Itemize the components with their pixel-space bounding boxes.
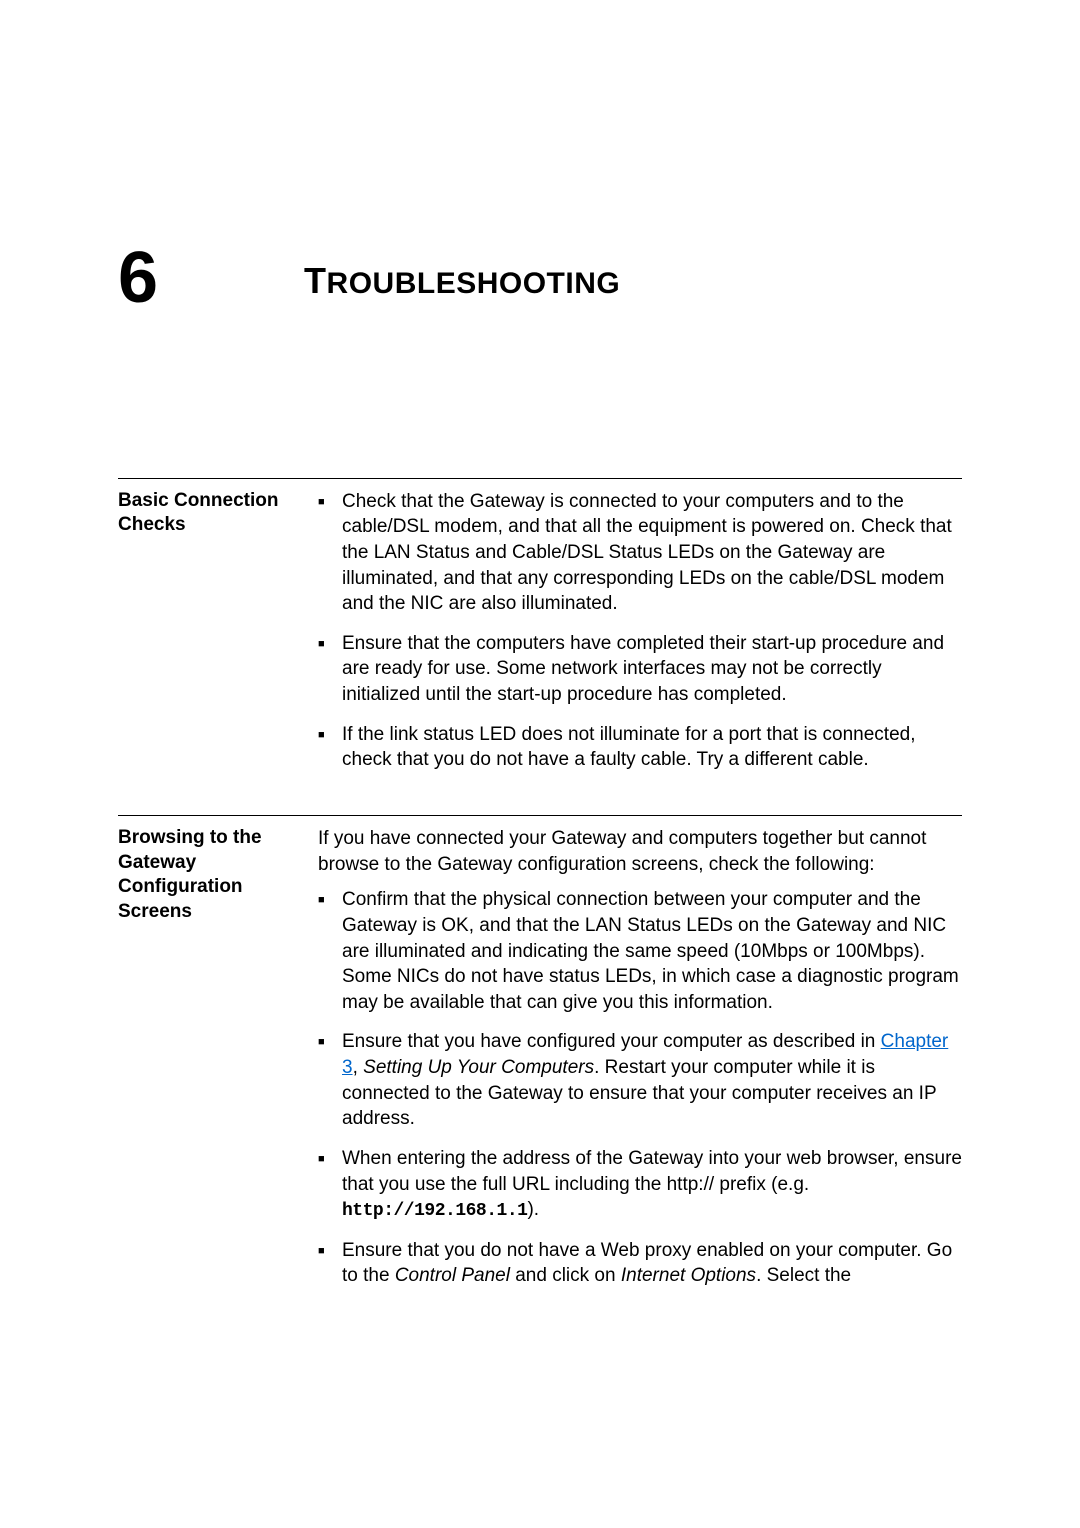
bullet-text: If the link status LED does not illumina… xyxy=(342,722,962,773)
section: Browsing to the Gateway Configuration Sc… xyxy=(118,815,962,1303)
section-content: ■Check that the Gateway is connected to … xyxy=(318,489,962,787)
bullet-text: Ensure that you have configured your com… xyxy=(342,1029,962,1132)
italic-text: Setting Up Your Computers xyxy=(363,1057,594,1078)
chapter-title: TROUBLESHOOTING xyxy=(304,250,620,302)
bullet-text: Check that the Gateway is connected to y… xyxy=(342,489,962,617)
body-text: ). xyxy=(527,1199,539,1220)
body-text: and click on xyxy=(510,1265,621,1286)
bullet-item: ■Check that the Gateway is connected to … xyxy=(318,489,962,617)
bullet-marker: ■ xyxy=(318,722,342,773)
bullet-list: ■Check that the Gateway is connected to … xyxy=(318,489,962,773)
section-label: Basic Connection Checks xyxy=(118,489,318,787)
bullet-item: ■Ensure that you have configured your co… xyxy=(318,1029,962,1132)
section: Basic Connection Checks■Check that the G… xyxy=(118,478,962,787)
bullet-marker: ■ xyxy=(318,1029,342,1132)
bullet-marker: ■ xyxy=(318,489,342,617)
section-intro: If you have connected your Gateway and c… xyxy=(318,826,962,877)
body-text: If the link status LED does not illumina… xyxy=(342,724,915,771)
body-text: When entering the address of the Gateway… xyxy=(342,1148,962,1195)
chapter-number: 6 xyxy=(118,250,156,308)
bullet-marker: ■ xyxy=(318,631,342,708)
chapter-header: 6 TROUBLESHOOTING xyxy=(118,250,962,308)
bullet-text: Ensure that the computers have completed… xyxy=(342,631,962,708)
section-content: If you have connected your Gateway and c… xyxy=(318,826,962,1303)
bullet-item: ■When entering the address of the Gatewa… xyxy=(318,1146,962,1224)
section-label: Browsing to the Gateway Configuration Sc… xyxy=(118,826,318,1303)
italic-text: Internet Options xyxy=(621,1265,756,1286)
bullet-item: ■If the link status LED does not illumin… xyxy=(318,722,962,773)
body-text: , xyxy=(353,1057,364,1078)
chapter-title-first-letter: T xyxy=(304,260,327,301)
bullet-list: ■Confirm that the physical connection be… xyxy=(318,887,962,1289)
bullet-item: ■Ensure that you do not have a Web proxy… xyxy=(318,1238,962,1289)
body-text: Ensure that you have configured your com… xyxy=(342,1031,881,1052)
body-text: . Select the xyxy=(756,1265,851,1286)
bullet-text: When entering the address of the Gateway… xyxy=(342,1146,962,1224)
bullet-marker: ■ xyxy=(318,1238,342,1289)
chapter-title-rest: ROUBLESHOOTING xyxy=(327,267,621,300)
bullet-item: ■Ensure that the computers have complete… xyxy=(318,631,962,708)
bullet-item: ■Confirm that the physical connection be… xyxy=(318,887,962,1015)
body-text: Confirm that the physical connection bet… xyxy=(342,889,959,1013)
bullet-marker: ■ xyxy=(318,1146,342,1224)
bullet-text: Ensure that you do not have a Web proxy … xyxy=(342,1238,962,1289)
italic-text: Control Panel xyxy=(395,1265,510,1286)
code-text: http://192.168.1.1 xyxy=(342,1201,527,1221)
bullet-text: Confirm that the physical connection bet… xyxy=(342,887,962,1015)
body-text: Check that the Gateway is connected to y… xyxy=(342,491,952,615)
bullet-marker: ■ xyxy=(318,887,342,1015)
body-text: Ensure that the computers have completed… xyxy=(342,633,944,705)
